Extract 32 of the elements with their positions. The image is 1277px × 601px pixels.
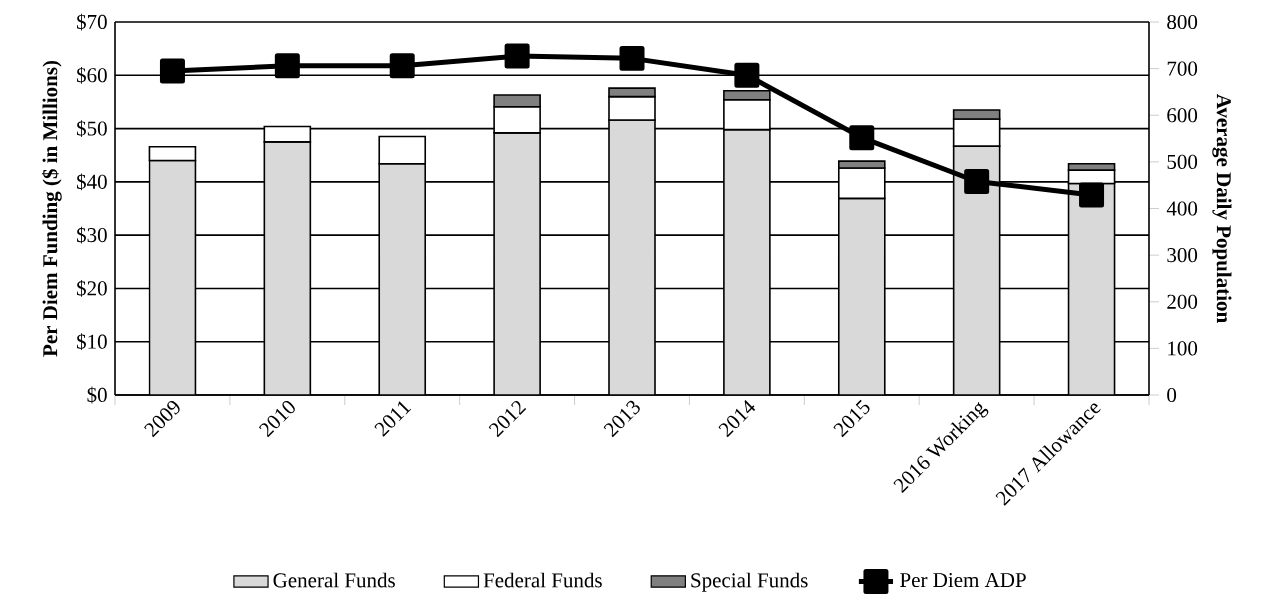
y-tick-label: $40	[77, 173, 107, 191]
point	[849, 125, 875, 151]
y-tick-label: $10	[77, 333, 107, 351]
point	[619, 45, 645, 71]
point	[389, 53, 415, 79]
y-tick-label: $30	[77, 226, 107, 244]
point	[964, 168, 990, 194]
y2-tick-label: 500	[1167, 154, 1198, 169]
point	[159, 58, 185, 84]
y2-axis-title: Average Daily Population	[1212, 94, 1232, 323]
legend-label: Federal Funds	[483, 572, 602, 588]
y-tick-label: $0	[87, 386, 107, 404]
y-axis-title: Per Diem Funding ($ in Millions)	[41, 60, 62, 357]
y2-tick-label: 600	[1167, 108, 1198, 123]
y-tick-label: $70	[77, 13, 107, 31]
y2-tick-label: 400	[1166, 201, 1198, 216]
point	[274, 53, 300, 79]
point	[1079, 182, 1105, 208]
legend-label: Special Funds	[691, 572, 808, 592]
point	[504, 43, 530, 69]
y2-tick-label: 700	[1167, 61, 1198, 76]
y2-tick-label: 200	[1167, 294, 1198, 309]
legend-label: General Funds	[273, 572, 395, 588]
y2-tick-label: 800	[1167, 14, 1198, 30]
y-tick-label: $60	[77, 66, 107, 84]
y-tick-label: $50	[77, 120, 107, 137]
y2-tick-label: 0	[1167, 387, 1177, 403]
y2-tick-label: 300	[1167, 248, 1198, 263]
y-tick-label: $20	[77, 280, 107, 297]
legend-label: Per Diem ADP	[900, 572, 1026, 588]
y2-tick-label: 100	[1168, 341, 1198, 356]
point	[734, 62, 760, 88]
